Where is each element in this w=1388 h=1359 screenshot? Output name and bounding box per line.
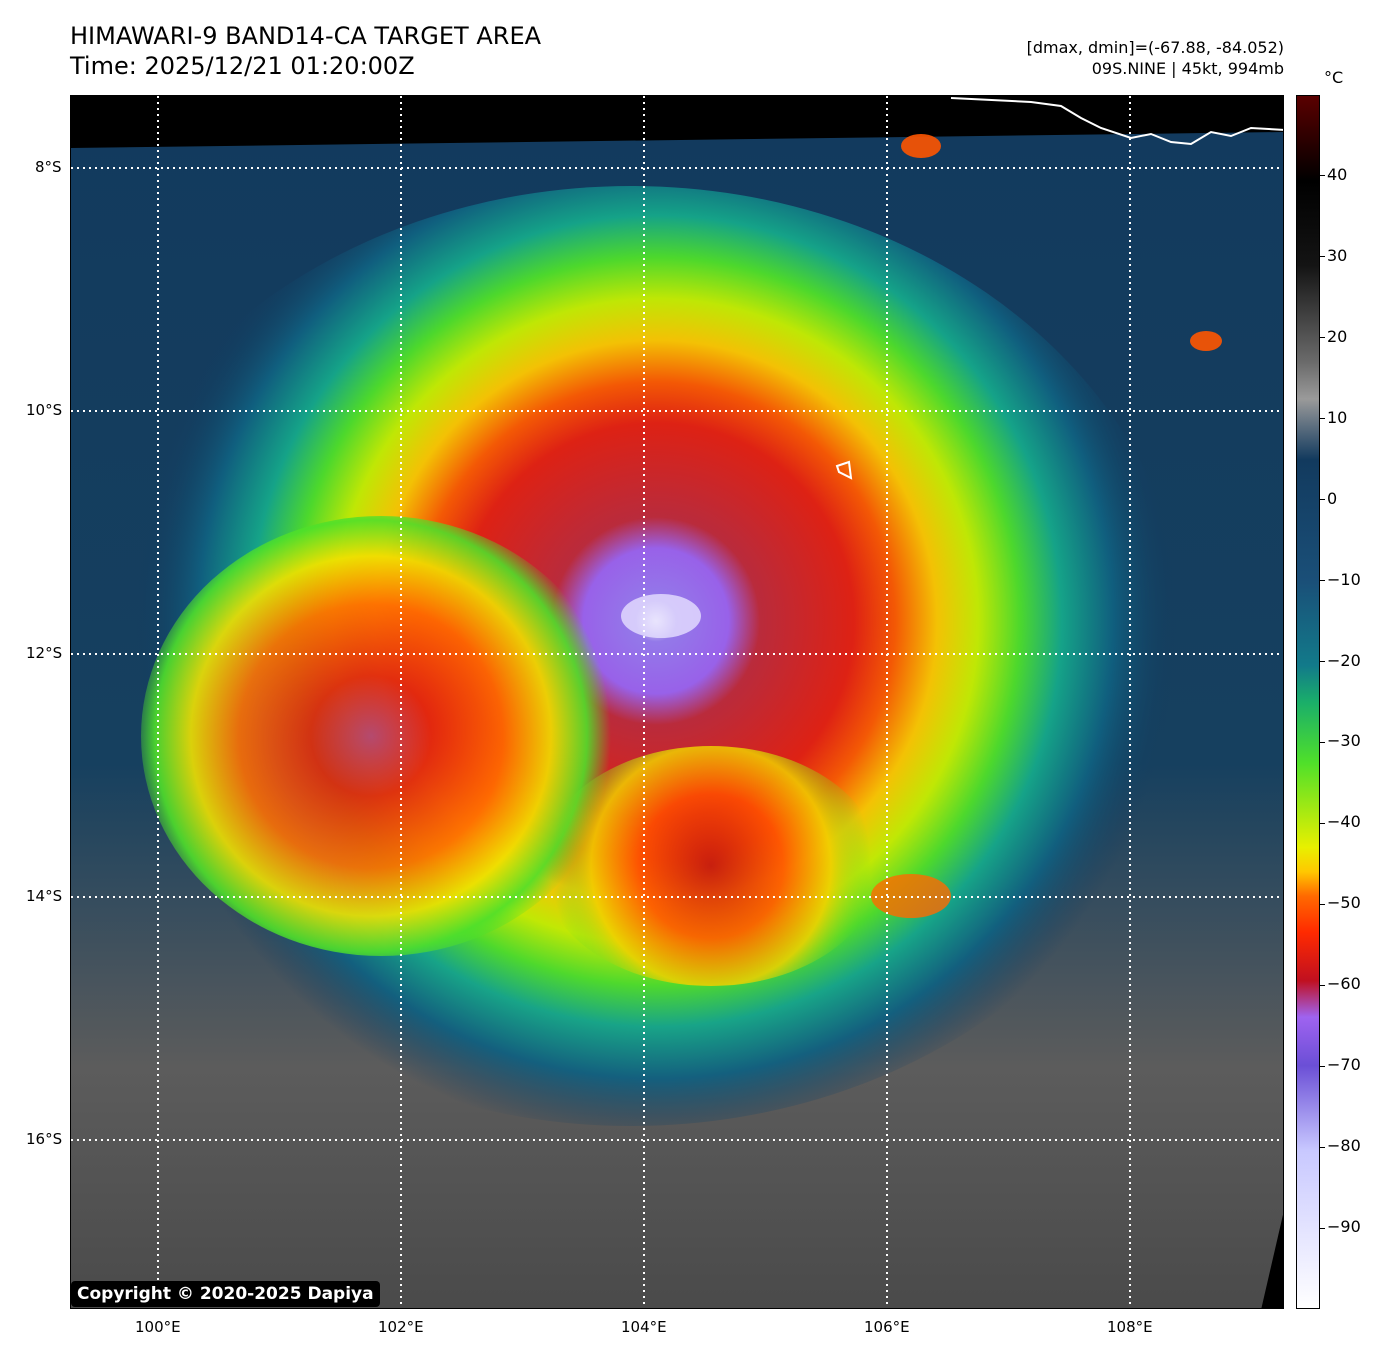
colorbar-tick-mark <box>1320 1227 1325 1229</box>
colorbar-tick-label: −60 <box>1327 974 1361 994</box>
satellite-map <box>70 95 1284 1309</box>
colorbar-tick-label: 30 <box>1327 245 1348 265</box>
colorbar-tick-mark <box>1320 903 1325 905</box>
storm-info-label: 09S.NINE | 45kt, 994mb <box>1091 59 1284 78</box>
lon-tick-108e: 108°E <box>1107 1318 1153 1336</box>
lon-tick-100e: 100°E <box>135 1318 181 1336</box>
graticule <box>71 96 1283 1308</box>
colorbar <box>1296 95 1320 1309</box>
colorbar-tick-label: 10 <box>1327 407 1348 427</box>
lon-tick-102e: 102°E <box>378 1318 424 1336</box>
lat-tick-16s: 16°S <box>26 1130 63 1148</box>
colorbar-tick-label: −30 <box>1327 731 1361 751</box>
colorbar-tick-mark <box>1320 1146 1325 1148</box>
colorbar-tick-mark <box>1320 256 1325 258</box>
colorbar-tick-label: −40 <box>1327 812 1361 832</box>
colorbar-tick-label: −70 <box>1327 1055 1361 1075</box>
colorbar-tick-label: −50 <box>1327 893 1361 913</box>
lat-tick-12s: 12°S <box>26 644 63 662</box>
colorbar-tick-mark <box>1320 741 1325 743</box>
lat-tick-10s: 10°S <box>26 401 63 419</box>
colorbar-tick-mark <box>1320 418 1325 420</box>
colorbar-tick-mark <box>1320 1065 1325 1067</box>
colorbar-tick-mark <box>1320 580 1325 582</box>
colorbar-tick-label: −80 <box>1327 1136 1361 1156</box>
colorbar-tick-mark <box>1320 822 1325 824</box>
colorbar-unit: °C <box>1324 68 1344 87</box>
chart-time: Time: 2025/12/21 01:20:00Z <box>70 52 415 80</box>
colorbar-tick-mark <box>1320 661 1325 663</box>
colorbar-tick-label: −90 <box>1327 1217 1361 1237</box>
colorbar-tick-mark <box>1320 499 1325 501</box>
colorbar-tick-label: 0 <box>1327 488 1338 508</box>
satellite-imagery <box>71 96 1283 1308</box>
lat-tick-14s: 14°S <box>26 887 63 905</box>
lon-tick-104e: 104°E <box>621 1318 667 1336</box>
colorbar-tick-label: −20 <box>1327 650 1361 670</box>
lat-tick-8s: 8°S <box>35 158 62 176</box>
lon-tick-106e: 106°E <box>864 1318 910 1336</box>
chart-title: HIMAWARI-9 BAND14-CA TARGET AREA <box>70 22 542 50</box>
colorbar-tick-label: 40 <box>1327 164 1348 184</box>
colorbar-tick-mark <box>1320 984 1325 986</box>
colorbar-tick-label: −10 <box>1327 569 1361 589</box>
copyright-notice: Copyright © 2020-2025 Dapiya <box>71 1281 380 1307</box>
colorbar-tick-mark <box>1320 337 1325 339</box>
colorbar-tick-mark <box>1320 175 1325 177</box>
colorbar-tick-label: 20 <box>1327 326 1348 346</box>
temperature-range-label: [dmax, dmin]=(-67.88, -84.052) <box>1026 38 1284 57</box>
